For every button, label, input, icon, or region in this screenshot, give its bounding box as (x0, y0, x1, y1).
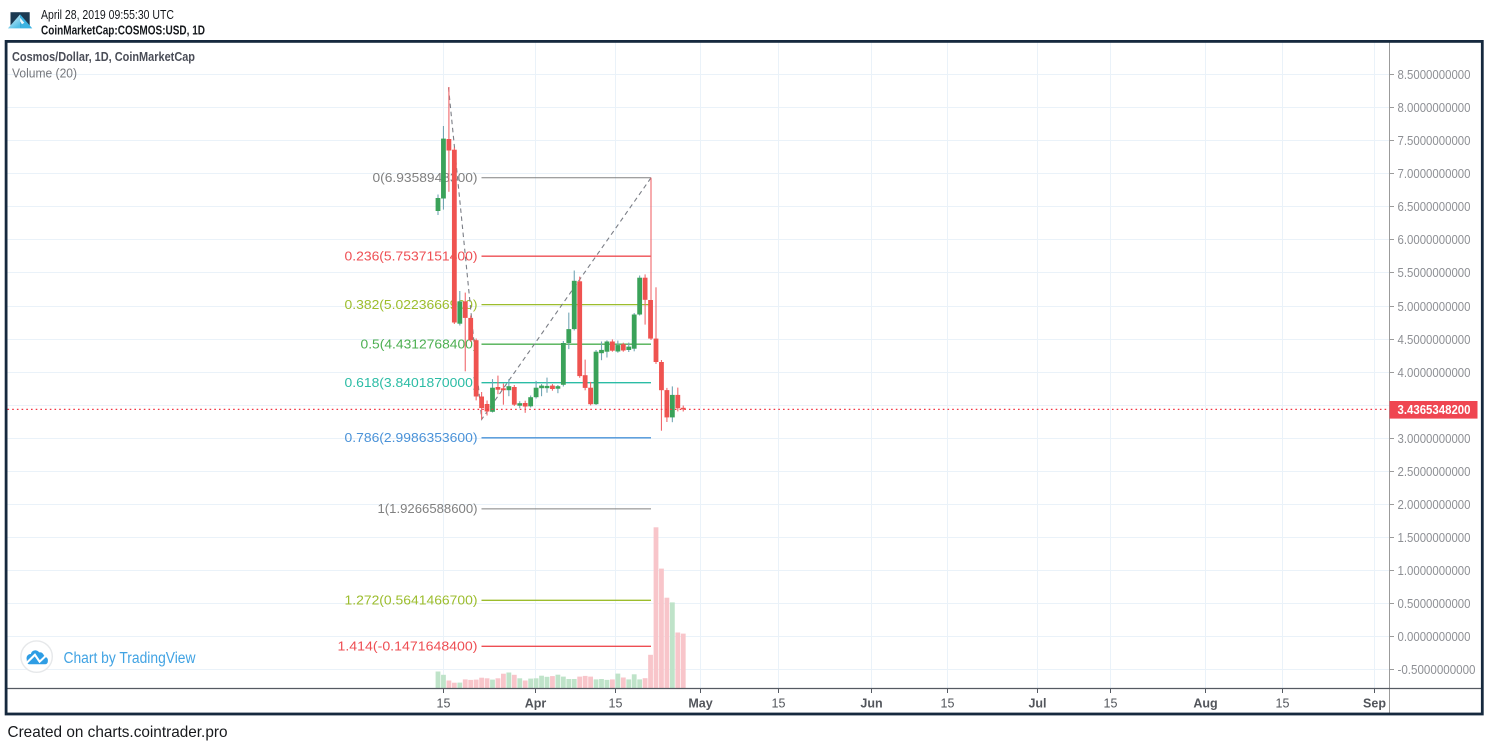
svg-text:0.0000000000: 0.0000000000 (1398, 630, 1471, 644)
svg-text:2.0000000000: 2.0000000000 (1398, 498, 1471, 512)
svg-text:Jun: Jun (860, 697, 882, 711)
svg-text:5.0000000000: 5.0000000000 (1398, 300, 1471, 314)
svg-text:3.0000000000: 3.0000000000 (1398, 432, 1471, 446)
svg-text:Created on charts.cointrader.p: Created on charts.cointrader.pro (8, 724, 228, 741)
svg-text:1(1.9266588600): 1(1.9266588600) (378, 502, 478, 516)
svg-text:8.0000000000: 8.0000000000 (1398, 101, 1471, 115)
svg-text:CoinMarketCap:COSMOS:USD, 1D: CoinMarketCap:COSMOS:USD, 1D (41, 23, 205, 38)
svg-text:0(6.9358948300): 0(6.9358948300) (373, 171, 478, 185)
svg-text:1.272(0.5641466700): 1.272(0.5641466700) (345, 594, 478, 608)
svg-text:Cosmos/Dollar, 1D, CoinMarketC: Cosmos/Dollar, 1D, CoinMarketCap (12, 49, 195, 64)
svg-text:0.618(3.8401870000): 0.618(3.8401870000) (345, 376, 478, 390)
svg-text:7.5000000000: 7.5000000000 (1398, 134, 1471, 148)
svg-text:0.5000000000: 0.5000000000 (1398, 597, 1471, 611)
svg-text:0.786(2.9986353600): 0.786(2.9986353600) (345, 431, 478, 445)
svg-text:15: 15 (1276, 697, 1290, 711)
svg-text:8.5000000000: 8.5000000000 (1398, 68, 1471, 82)
svg-text:15: 15 (1104, 697, 1118, 711)
svg-text:0.5(4.4312768400): 0.5(4.4312768400) (361, 337, 478, 351)
svg-text:6.0000000000: 6.0000000000 (1398, 233, 1471, 247)
svg-text:15: 15 (772, 697, 786, 711)
svg-text:Apr: Apr (525, 697, 547, 711)
svg-text:Jul: Jul (1028, 697, 1046, 711)
svg-text:1.414(-0.1471648400): 1.414(-0.1471648400) (338, 640, 478, 654)
svg-text:4.0000000000: 4.0000000000 (1398, 366, 1471, 380)
svg-text:0.236(5.7537151400): 0.236(5.7537151400) (345, 249, 478, 263)
svg-text:6.5000000000: 6.5000000000 (1398, 200, 1471, 214)
svg-text:Chart by TradingView: Chart by TradingView (64, 650, 197, 667)
svg-text:Aug: Aug (1193, 697, 1217, 711)
svg-text:0.382(5.0223666900): 0.382(5.0223666900) (345, 298, 478, 312)
svg-text:4.5000000000: 4.5000000000 (1398, 333, 1471, 347)
svg-text:15: 15 (609, 697, 623, 711)
svg-text:1.0000000000: 1.0000000000 (1398, 564, 1471, 578)
svg-text:April 28, 2019 09:55:30 UTC: April 28, 2019 09:55:30 UTC (41, 7, 174, 22)
svg-text:15: 15 (437, 697, 451, 711)
svg-text:5.5000000000: 5.5000000000 (1398, 266, 1471, 280)
svg-text:15: 15 (941, 697, 955, 711)
svg-text:1.5000000000: 1.5000000000 (1398, 531, 1471, 545)
svg-text:-0.5000000000: -0.5000000000 (1398, 663, 1476, 677)
svg-text:2.5000000000: 2.5000000000 (1398, 465, 1471, 479)
svg-text:Volume (20): Volume (20) (12, 66, 77, 81)
svg-text:3.4365348200: 3.4365348200 (1398, 403, 1471, 417)
svg-text:7.0000000000: 7.0000000000 (1398, 167, 1471, 181)
svg-text:May: May (688, 697, 712, 711)
svg-text:Sep: Sep (1363, 697, 1386, 711)
